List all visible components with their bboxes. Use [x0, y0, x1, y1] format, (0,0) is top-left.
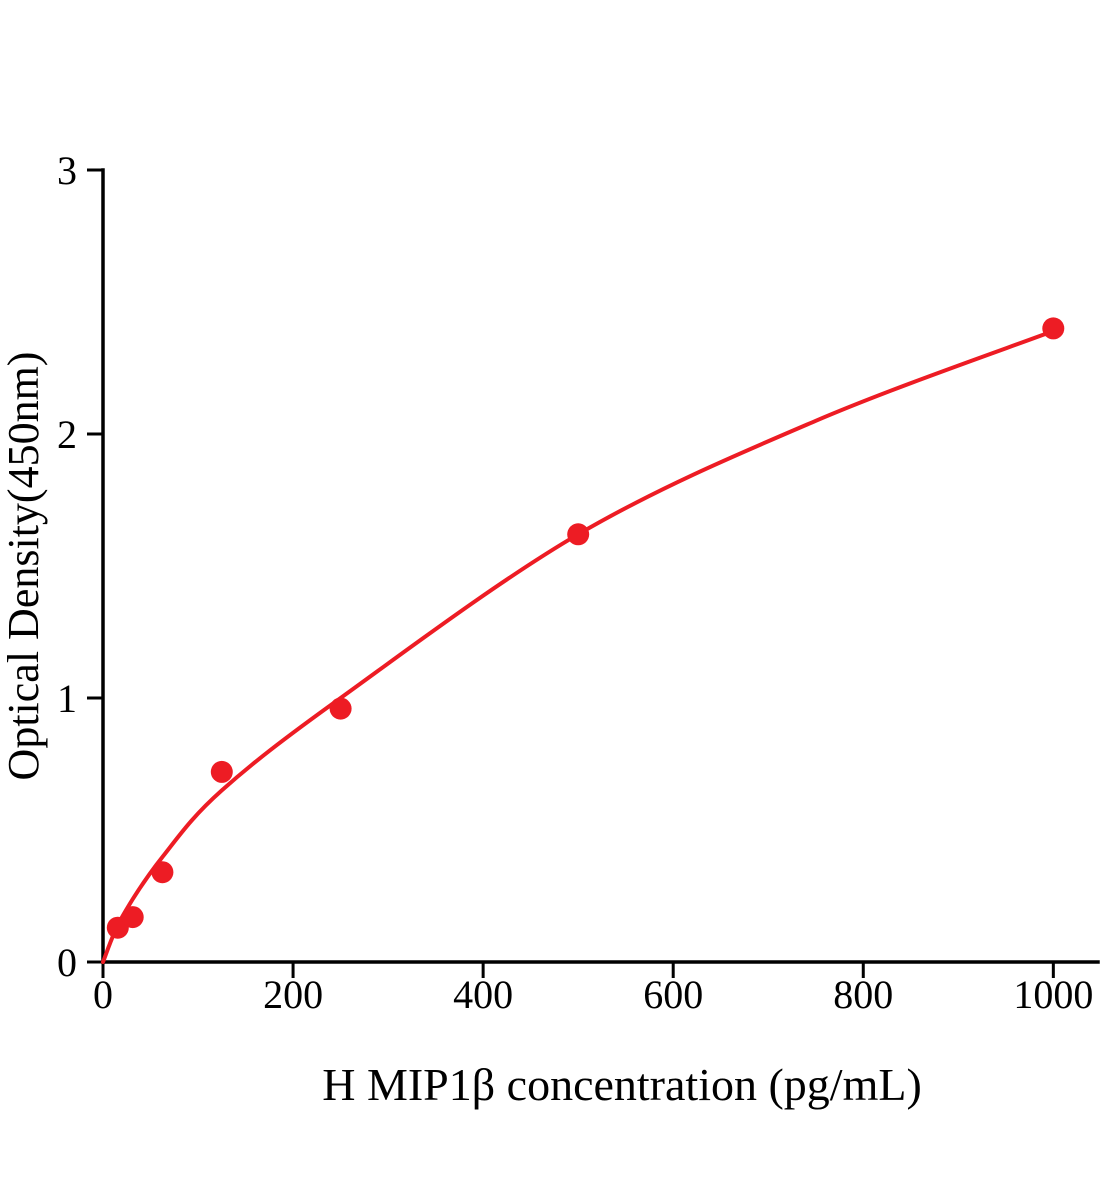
x-tick-label: 400 [453, 972, 513, 1017]
data-point [151, 861, 174, 884]
curve-path [101, 329, 1056, 964]
x-tick-label: 600 [643, 972, 703, 1017]
data-point [121, 906, 144, 929]
data-point [210, 760, 233, 783]
data-point [329, 697, 352, 720]
y-axis-title: Optical Density(450nm) [0, 352, 48, 781]
y-axis: 0 1 2 3 [57, 148, 105, 985]
data-point [567, 523, 590, 546]
y-tick-label: 1 [57, 676, 77, 721]
x-tick-label: 0 [93, 972, 113, 1017]
x-axis: 0 200 400 600 800 1000 [93, 960, 1100, 1017]
data-points [106, 317, 1065, 939]
x-tick-label: 200 [263, 972, 323, 1017]
y-tick-label: 0 [57, 940, 77, 985]
x-tick-label: 800 [833, 972, 893, 1017]
fit-curve [101, 329, 1056, 964]
data-point [1042, 317, 1065, 340]
y-tick-label: 3 [57, 148, 77, 193]
x-tick-label: 1000 [1013, 972, 1093, 1017]
x-axis-title: H MIP1β concentration (pg/mL) [322, 1059, 922, 1110]
y-tick-label: 2 [57, 412, 77, 457]
